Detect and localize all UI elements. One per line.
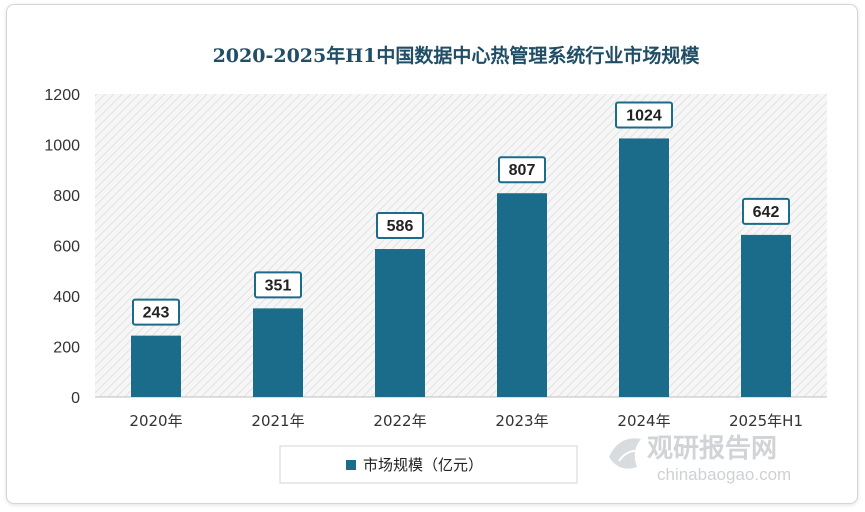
y-axis: 0 200 400 600 800 1000 1200 bbox=[44, 87, 80, 407]
data-label-box bbox=[254, 271, 302, 299]
x-tick-label: 2022年 bbox=[373, 412, 426, 430]
watermark-name: 观研报告网 bbox=[647, 433, 777, 464]
bar-series: 243 351 586 807 1024 642 bbox=[131, 101, 791, 397]
data-label: 1024 bbox=[626, 107, 662, 124]
bar-chart: 2020-2025年H1中国数据中心热管理系统行业市场规模 0 200 400 600… bbox=[44, 44, 827, 484]
chart-title: 2020-2025年H1中国数据中心热管理系统行业市场规模 bbox=[213, 44, 701, 67]
data-label: 807 bbox=[509, 162, 536, 179]
y-tick-label: 400 bbox=[53, 289, 80, 306]
data-label: 586 bbox=[387, 218, 414, 235]
data-label-box bbox=[376, 212, 424, 240]
y-tick-label: 0 bbox=[71, 390, 80, 407]
bar bbox=[619, 138, 669, 397]
legend-swatch bbox=[346, 460, 356, 470]
y-tick-label: 200 bbox=[53, 340, 80, 357]
watermark-url: chinabaogao.com bbox=[657, 465, 791, 484]
legend: 市场规模（亿元） bbox=[279, 445, 578, 484]
bar bbox=[741, 234, 791, 397]
data-label-box bbox=[615, 101, 673, 129]
watermark-logo-icon bbox=[609, 438, 642, 469]
bar bbox=[131, 335, 181, 397]
data-label: 243 bbox=[143, 305, 170, 322]
data-label: 351 bbox=[265, 277, 292, 294]
y-tick-label: 1200 bbox=[44, 87, 80, 104]
y-tick-label: 800 bbox=[53, 188, 80, 205]
y-tick-label: 600 bbox=[53, 239, 80, 256]
y-tick-label: 1000 bbox=[44, 138, 80, 155]
chart-frame: 2020-2025年H1中国数据中心热管理系统行业市场规模 0 200 400 600… bbox=[6, 4, 858, 504]
plot-area bbox=[95, 94, 827, 397]
x-tick-label: 2020年 bbox=[129, 412, 182, 430]
bar bbox=[253, 308, 303, 397]
data-label-box bbox=[498, 156, 546, 184]
x-tick-label: 2023年 bbox=[495, 412, 548, 430]
watermark: 观研报告网 chinabaogao.com bbox=[609, 433, 791, 484]
data-label-box bbox=[132, 298, 180, 326]
bar bbox=[497, 193, 547, 397]
data-label: 642 bbox=[753, 204, 780, 221]
legend-label: 市场规模（亿元） bbox=[363, 456, 483, 474]
data-label-box bbox=[742, 197, 790, 225]
legend-box bbox=[279, 445, 578, 484]
x-tick-label: 2024年 bbox=[617, 412, 670, 430]
bar bbox=[375, 249, 425, 397]
x-tick-label: 2021年 bbox=[251, 412, 304, 430]
x-axis: 2020年 2021年 2022年 2023年 2024年 2025年H1 bbox=[129, 412, 803, 430]
x-tick-label: 2025年H1 bbox=[729, 412, 803, 430]
